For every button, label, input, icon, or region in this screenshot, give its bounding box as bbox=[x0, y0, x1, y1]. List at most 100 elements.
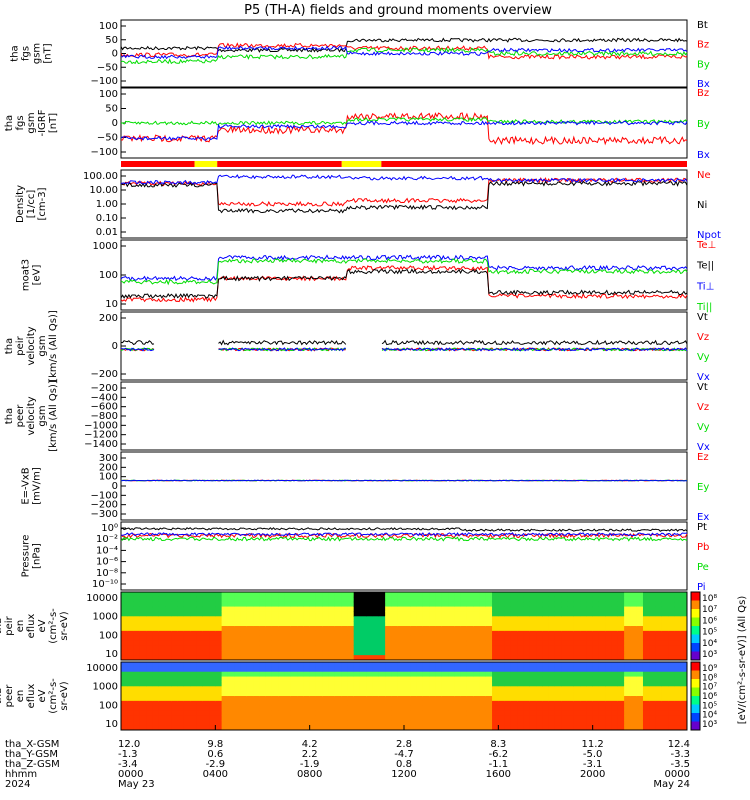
y-tick-label: −1200 bbox=[84, 430, 118, 441]
heatmap-cell bbox=[536, 611, 543, 617]
heatmap-cell bbox=[133, 645, 141, 651]
heatmap-cell bbox=[372, 621, 380, 627]
heatmap-cell bbox=[246, 676, 254, 682]
heatmap-cell bbox=[303, 696, 311, 702]
heatmap-cell bbox=[265, 710, 273, 716]
heatmap-cell bbox=[479, 676, 487, 682]
heatmap-cell bbox=[290, 686, 298, 692]
heatmap-cell bbox=[598, 700, 606, 707]
heatmap-cell bbox=[278, 715, 286, 721]
heatmap-cell bbox=[517, 666, 524, 673]
heatmap-cell bbox=[661, 725, 669, 731]
heatmap-cell bbox=[404, 626, 411, 632]
heatmap-cell bbox=[561, 616, 569, 622]
heatmap-cell bbox=[630, 630, 638, 637]
heatmap-cell bbox=[586, 640, 594, 646]
heatmap-cell bbox=[202, 676, 210, 682]
heatmap-cell bbox=[171, 635, 179, 642]
heatmap-cell bbox=[422, 691, 430, 697]
heatmap-cell bbox=[171, 601, 179, 608]
heatmap-cell bbox=[253, 650, 260, 656]
heatmap-cell bbox=[347, 645, 355, 651]
heatmap-cell bbox=[328, 601, 336, 608]
legend-entry: Pe bbox=[697, 562, 709, 573]
heatmap-cell bbox=[202, 696, 210, 702]
heatmap-cell bbox=[234, 635, 241, 642]
heatmap-cell bbox=[209, 596, 216, 603]
heatmap-cell bbox=[661, 650, 669, 656]
heatmap-cell bbox=[573, 691, 581, 697]
heatmap-cell bbox=[504, 662, 512, 668]
heatmap-cell bbox=[554, 720, 562, 726]
heatmap-cell bbox=[448, 611, 455, 617]
heatmap-cell bbox=[385, 611, 392, 617]
heatmap-cell bbox=[536, 606, 543, 612]
heatmap-cell bbox=[668, 666, 675, 673]
heatmap-cell bbox=[353, 666, 361, 673]
heatmap-cell bbox=[517, 601, 524, 608]
heatmap-cell bbox=[259, 662, 267, 668]
heatmap-cell bbox=[165, 616, 172, 622]
heatmap-cell bbox=[554, 725, 562, 731]
heatmap-cell bbox=[536, 710, 543, 716]
heatmap-cell bbox=[253, 710, 260, 716]
heatmap-cell bbox=[460, 626, 468, 632]
heatmap-cell bbox=[448, 645, 455, 651]
heatmap-cell bbox=[227, 676, 235, 682]
colorbar-tick-label: 10⁵ bbox=[702, 701, 717, 711]
heatmap-cell bbox=[378, 630, 386, 637]
heatmap-cell bbox=[548, 635, 556, 642]
heatmap-cell bbox=[636, 606, 644, 612]
heatmap-cell bbox=[448, 666, 455, 673]
heatmap-cell bbox=[297, 662, 304, 668]
ephemeris-value: 12.4 bbox=[668, 739, 690, 750]
heatmap-cell bbox=[580, 601, 587, 608]
date-left: May 23 bbox=[118, 779, 155, 790]
heatmap-cell bbox=[441, 666, 449, 673]
heatmap-cell bbox=[567, 696, 575, 702]
heatmap-cell bbox=[234, 592, 241, 598]
heatmap-cell bbox=[554, 645, 562, 651]
heatmap-cell bbox=[121, 626, 128, 632]
heatmap-cell bbox=[454, 635, 462, 642]
heatmap-cell bbox=[598, 662, 606, 668]
heatmap-cell bbox=[580, 691, 587, 697]
heatmap-cell bbox=[661, 596, 669, 603]
heatmap-cell bbox=[573, 626, 581, 632]
heatmap-cell bbox=[548, 655, 556, 661]
heatmap-cell bbox=[165, 645, 172, 651]
heatmap-cell bbox=[227, 720, 235, 726]
panel-label-line: tha bbox=[10, 45, 21, 61]
time-tick-label: 0000 bbox=[665, 769, 690, 780]
heatmap-cell bbox=[611, 621, 619, 627]
heatmap-cell bbox=[234, 662, 241, 668]
heatmap-cell bbox=[416, 691, 424, 697]
heatmap-cell bbox=[259, 650, 267, 656]
colorbar-segment bbox=[691, 609, 700, 618]
heatmap-cell bbox=[271, 645, 279, 651]
heatmap-cell bbox=[215, 671, 223, 678]
heatmap-cell bbox=[297, 671, 304, 678]
heatmap-cell bbox=[454, 725, 462, 731]
heatmap-cell bbox=[473, 606, 480, 612]
heatmap-cell bbox=[548, 650, 556, 656]
y-tick-label: 0.01 bbox=[96, 227, 118, 238]
heatmap-cell bbox=[397, 686, 405, 692]
heatmap-cell bbox=[190, 655, 197, 661]
heatmap-cell bbox=[278, 720, 286, 726]
heatmap-cell bbox=[611, 645, 619, 651]
heatmap-cell bbox=[448, 696, 455, 702]
heatmap-cell bbox=[152, 705, 160, 712]
heatmap-cell bbox=[234, 621, 241, 627]
time-tick-label: 2000 bbox=[580, 769, 605, 780]
heatmap-cell bbox=[265, 705, 273, 712]
heatmap-cell bbox=[542, 650, 550, 656]
heatmap-cell bbox=[202, 630, 210, 637]
heatmap-cell bbox=[536, 650, 543, 656]
legend-entry: Vz bbox=[697, 332, 709, 343]
heatmap-cell bbox=[454, 676, 462, 682]
heatmap-cell bbox=[391, 616, 399, 622]
heatmap-cell bbox=[548, 681, 556, 687]
heatmap-cell bbox=[529, 621, 537, 627]
axis-row-label: hhmm bbox=[5, 769, 37, 780]
